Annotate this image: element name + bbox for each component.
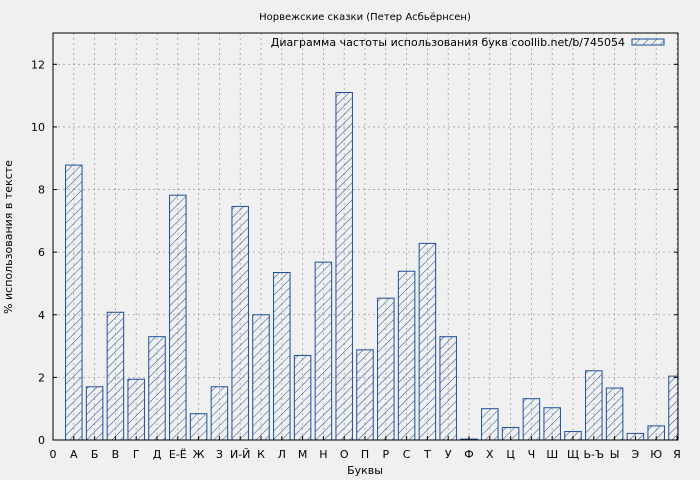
x-tick-label: Я bbox=[673, 448, 681, 461]
x-tick-label: О bbox=[340, 448, 349, 461]
legend-swatch bbox=[631, 38, 665, 46]
x-tick-label: Ф bbox=[464, 448, 473, 461]
bar-17 bbox=[397, 270, 416, 441]
bar-3 bbox=[106, 311, 125, 441]
bar-11 bbox=[273, 272, 291, 441]
x-tick-label: Ь-Ъ bbox=[583, 448, 604, 461]
bar-21 bbox=[481, 408, 499, 441]
bar-10 bbox=[252, 314, 270, 441]
y-tick-label: 10 bbox=[31, 121, 45, 134]
bar-8 bbox=[210, 386, 229, 441]
x-axis-label: Буквы bbox=[347, 464, 383, 477]
x-tick-label: Щ bbox=[567, 448, 579, 461]
bar-16 bbox=[377, 297, 395, 441]
x-tick-label: Ц bbox=[506, 448, 515, 461]
y-axis-label: % использования в тексте bbox=[2, 160, 15, 314]
bar-5 bbox=[148, 336, 166, 441]
bar-19 bbox=[439, 336, 457, 441]
legend-label: Диаграмма частоты использования букв coo… bbox=[271, 36, 625, 49]
bar-6 bbox=[169, 194, 187, 441]
x-tick-label: 0 bbox=[50, 448, 57, 461]
bar-30 bbox=[668, 375, 679, 441]
legend: Диаграмма частоты использования букв coo… bbox=[271, 36, 665, 49]
y-tick-label: 2 bbox=[38, 371, 45, 384]
y-tick-label: 6 bbox=[38, 246, 45, 259]
y-tick-label: 4 bbox=[38, 309, 45, 322]
bar-2 bbox=[85, 386, 104, 441]
x-tick-label: В bbox=[112, 448, 120, 461]
chart-title: Норвежские сказки (Петер Асбьёрнсен) bbox=[259, 12, 471, 23]
x-tick-label: Е-Ё bbox=[169, 448, 187, 461]
bar-27 bbox=[605, 387, 624, 441]
bar-4 bbox=[127, 378, 145, 441]
x-tick-label: П bbox=[361, 448, 369, 461]
x-tick-label: И-Й bbox=[230, 448, 250, 461]
x-tick-label: Х bbox=[486, 448, 494, 461]
bar-24 bbox=[543, 407, 561, 441]
x-tick-label: Ж bbox=[193, 448, 205, 461]
y-tick-label: 12 bbox=[31, 58, 45, 71]
x-tick-label: Н bbox=[319, 448, 327, 461]
bar-9 bbox=[231, 205, 249, 441]
x-tick-label: Р bbox=[382, 448, 389, 461]
x-tick-label: З bbox=[216, 448, 223, 461]
bar-15 bbox=[356, 349, 374, 441]
x-tick-label: Ю bbox=[650, 448, 662, 461]
x-tick-label: Г bbox=[133, 448, 140, 461]
x-tick-label: С bbox=[403, 448, 411, 461]
x-tick-label: К bbox=[257, 448, 265, 461]
y-tick-label: 8 bbox=[38, 184, 45, 197]
bar-26 bbox=[585, 370, 603, 441]
x-tick-label: Б bbox=[91, 448, 99, 461]
grid bbox=[53, 33, 678, 440]
bar-1 bbox=[65, 164, 83, 441]
x-tick-label: Д bbox=[153, 448, 162, 461]
x-tick-label: Ш bbox=[546, 448, 558, 461]
x-tick-label: У bbox=[445, 448, 452, 461]
x-tick-label: А bbox=[70, 448, 78, 461]
x-tick-label: Л bbox=[278, 448, 286, 461]
bar-13 bbox=[314, 261, 333, 441]
bar-14 bbox=[335, 91, 353, 441]
x-tick-label: Ы bbox=[610, 448, 620, 461]
y-tick-label: 0 bbox=[38, 434, 45, 447]
x-tick-label: Э bbox=[632, 448, 640, 461]
bar-18 bbox=[418, 242, 437, 441]
bar-23 bbox=[522, 398, 541, 441]
x-tick-label: Ч bbox=[528, 448, 536, 461]
bar-12 bbox=[293, 354, 312, 441]
x-tick-label: М bbox=[298, 448, 308, 461]
x-tick-label: Т bbox=[423, 448, 431, 461]
